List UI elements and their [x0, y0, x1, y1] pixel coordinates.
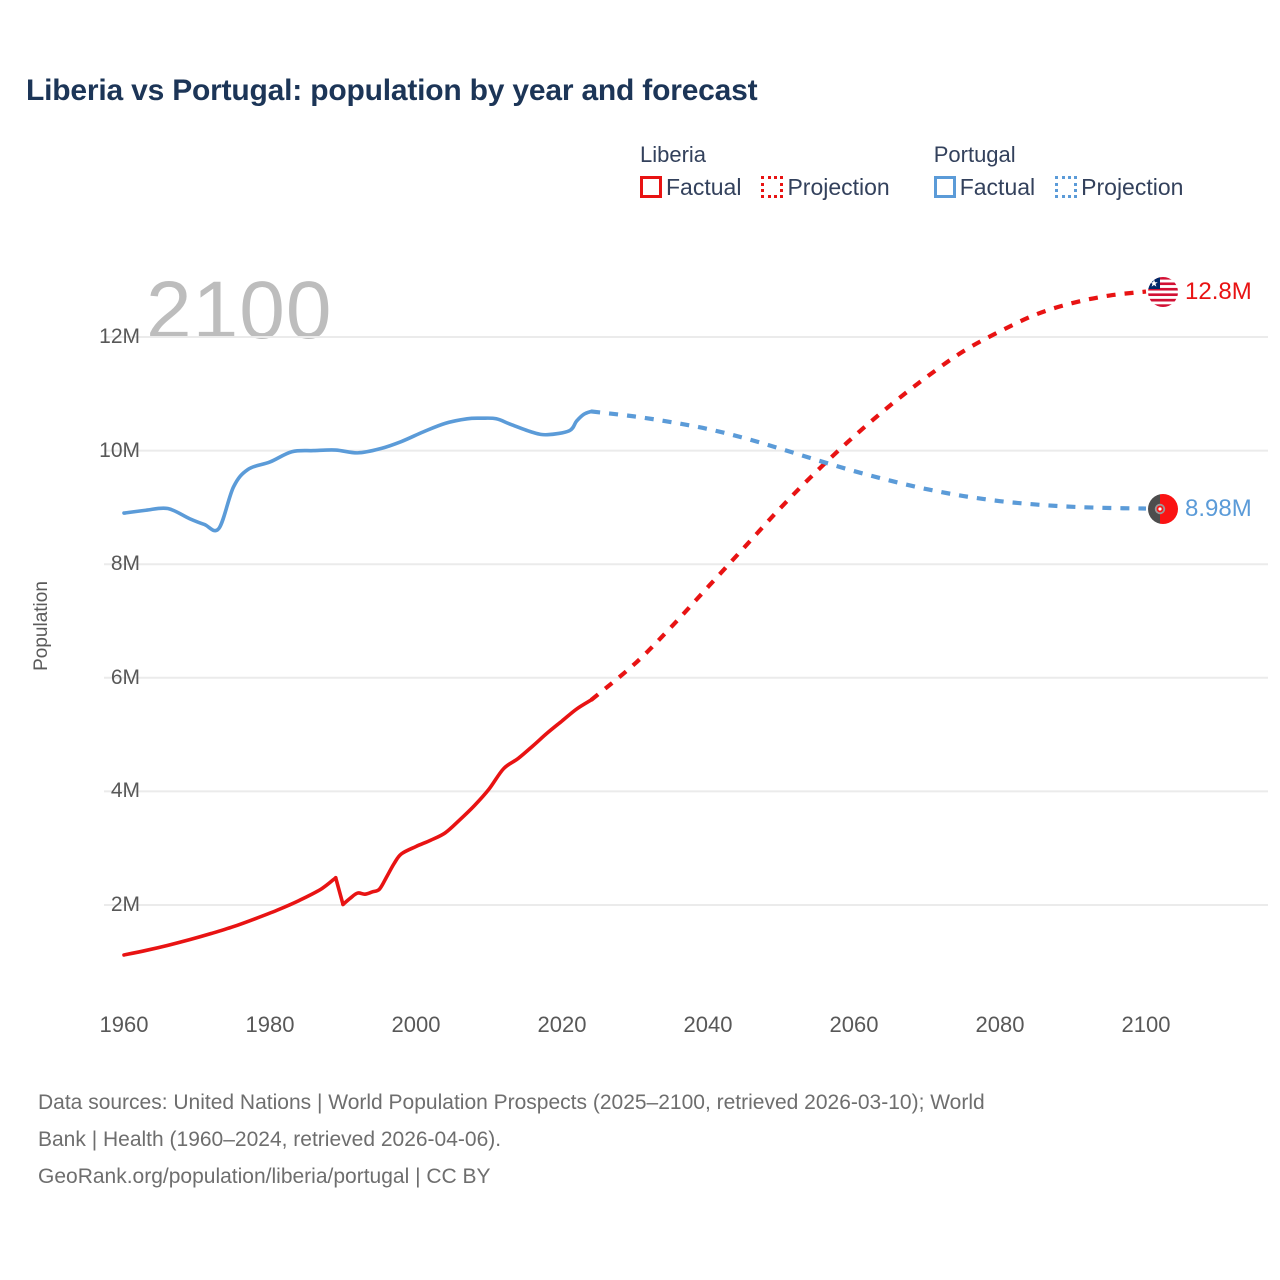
y-axis-ticks: 2M 4M 6M 8M 10M 12M [0, 0, 140, 1060]
y-tick-label: 12M [99, 325, 140, 348]
y-tick-label: 4M [110, 779, 140, 803]
legend-item-liberia-projection[interactable]: Projection [761, 174, 890, 200]
endpoint-value-liberia: 12.8M [1185, 277, 1252, 305]
legend-group-title-portugal: Portugal [933, 142, 1016, 167]
legend-label-portugal-projection: Projection [1081, 174, 1184, 200]
y-tick-label: 10M [99, 438, 140, 462]
legend-group-title-liberia: Liberia [640, 142, 707, 167]
y-tick-label: 8M [110, 552, 140, 576]
legend-swatch-dotted-icon [761, 176, 784, 198]
x-tick-label: 1980 [245, 1012, 295, 1037]
line-factual-liberia-post [341, 698, 593, 907]
chart-series-paths [122, 289, 1147, 957]
chart-footer: Data sources: United Nations | World Pop… [38, 1084, 1248, 1195]
x-tick-label: 2080 [975, 1012, 1025, 1037]
x-tick-label: 2040 [683, 1012, 733, 1037]
footer-line-3: GeoRank.org/population/liberia/portugal … [38, 1165, 491, 1188]
endpoint-liberia: 12.8M [1148, 276, 1252, 307]
legend-group-liberia: Liberia Factual Projection [640, 142, 890, 200]
y-tick-label: 6M [110, 665, 140, 689]
endpoint-portugal: 8.98M [1148, 493, 1252, 524]
chart-plot-area [104, 289, 1268, 957]
x-axis-ticks: 1960 1980 2000 2020 2040 2060 2080 2100 [99, 1012, 1171, 1037]
portugal-flag-icon [1148, 493, 1178, 524]
legend-swatch-dotted-icon [1055, 176, 1078, 198]
liberia-flag-icon [1148, 276, 1178, 307]
chart-svg [104, 289, 1268, 957]
legend-label-portugal-factual: Factual [959, 174, 1036, 200]
line-factual-portugal [122, 409, 593, 533]
footer-line-1: Data sources: United Nations | World Pop… [38, 1091, 985, 1114]
legend-item-liberia-factual[interactable]: Factual [640, 174, 741, 200]
line-projection-portugal [590, 409, 1147, 511]
x-tick-label: 2060 [829, 1012, 879, 1037]
legend-items-portugal: Factual Projection [933, 174, 1183, 200]
line-factual-liberia-drop [333, 875, 345, 907]
x-tick-label: 2020 [537, 1012, 587, 1037]
legend-label-liberia-factual: Factual [666, 174, 742, 200]
x-tick-label: 2100 [1121, 1012, 1171, 1037]
legend-items-liberia: Factual Projection [640, 174, 890, 200]
x-tick-label: 2000 [391, 1012, 441, 1037]
x-tick-label: 1960 [99, 1012, 149, 1037]
legend-swatch-solid-icon [933, 176, 956, 198]
line-projection-liberia [589, 289, 1147, 702]
legend-item-portugal-projection[interactable]: Projection [1055, 174, 1183, 200]
y-tick-label: 2M [110, 893, 140, 916]
legend-label-liberia-projection: Projection [787, 174, 890, 200]
legend-swatch-solid-icon [640, 176, 662, 198]
page-title: Liberia vs Portugal: population by year … [26, 74, 758, 107]
line-factual-liberia [122, 875, 338, 957]
legend-group-portugal: Portugal Factual Projection [933, 142, 1183, 200]
footer-line-2: Bank | Health (1960–2024, retrieved 2026… [38, 1128, 502, 1151]
endpoint-value-portugal: 8.98M [1185, 494, 1252, 522]
chart-legend: Liberia Factual Projection Portugal Fact… [640, 142, 1183, 200]
legend-item-portugal-factual[interactable]: Factual [933, 174, 1036, 200]
